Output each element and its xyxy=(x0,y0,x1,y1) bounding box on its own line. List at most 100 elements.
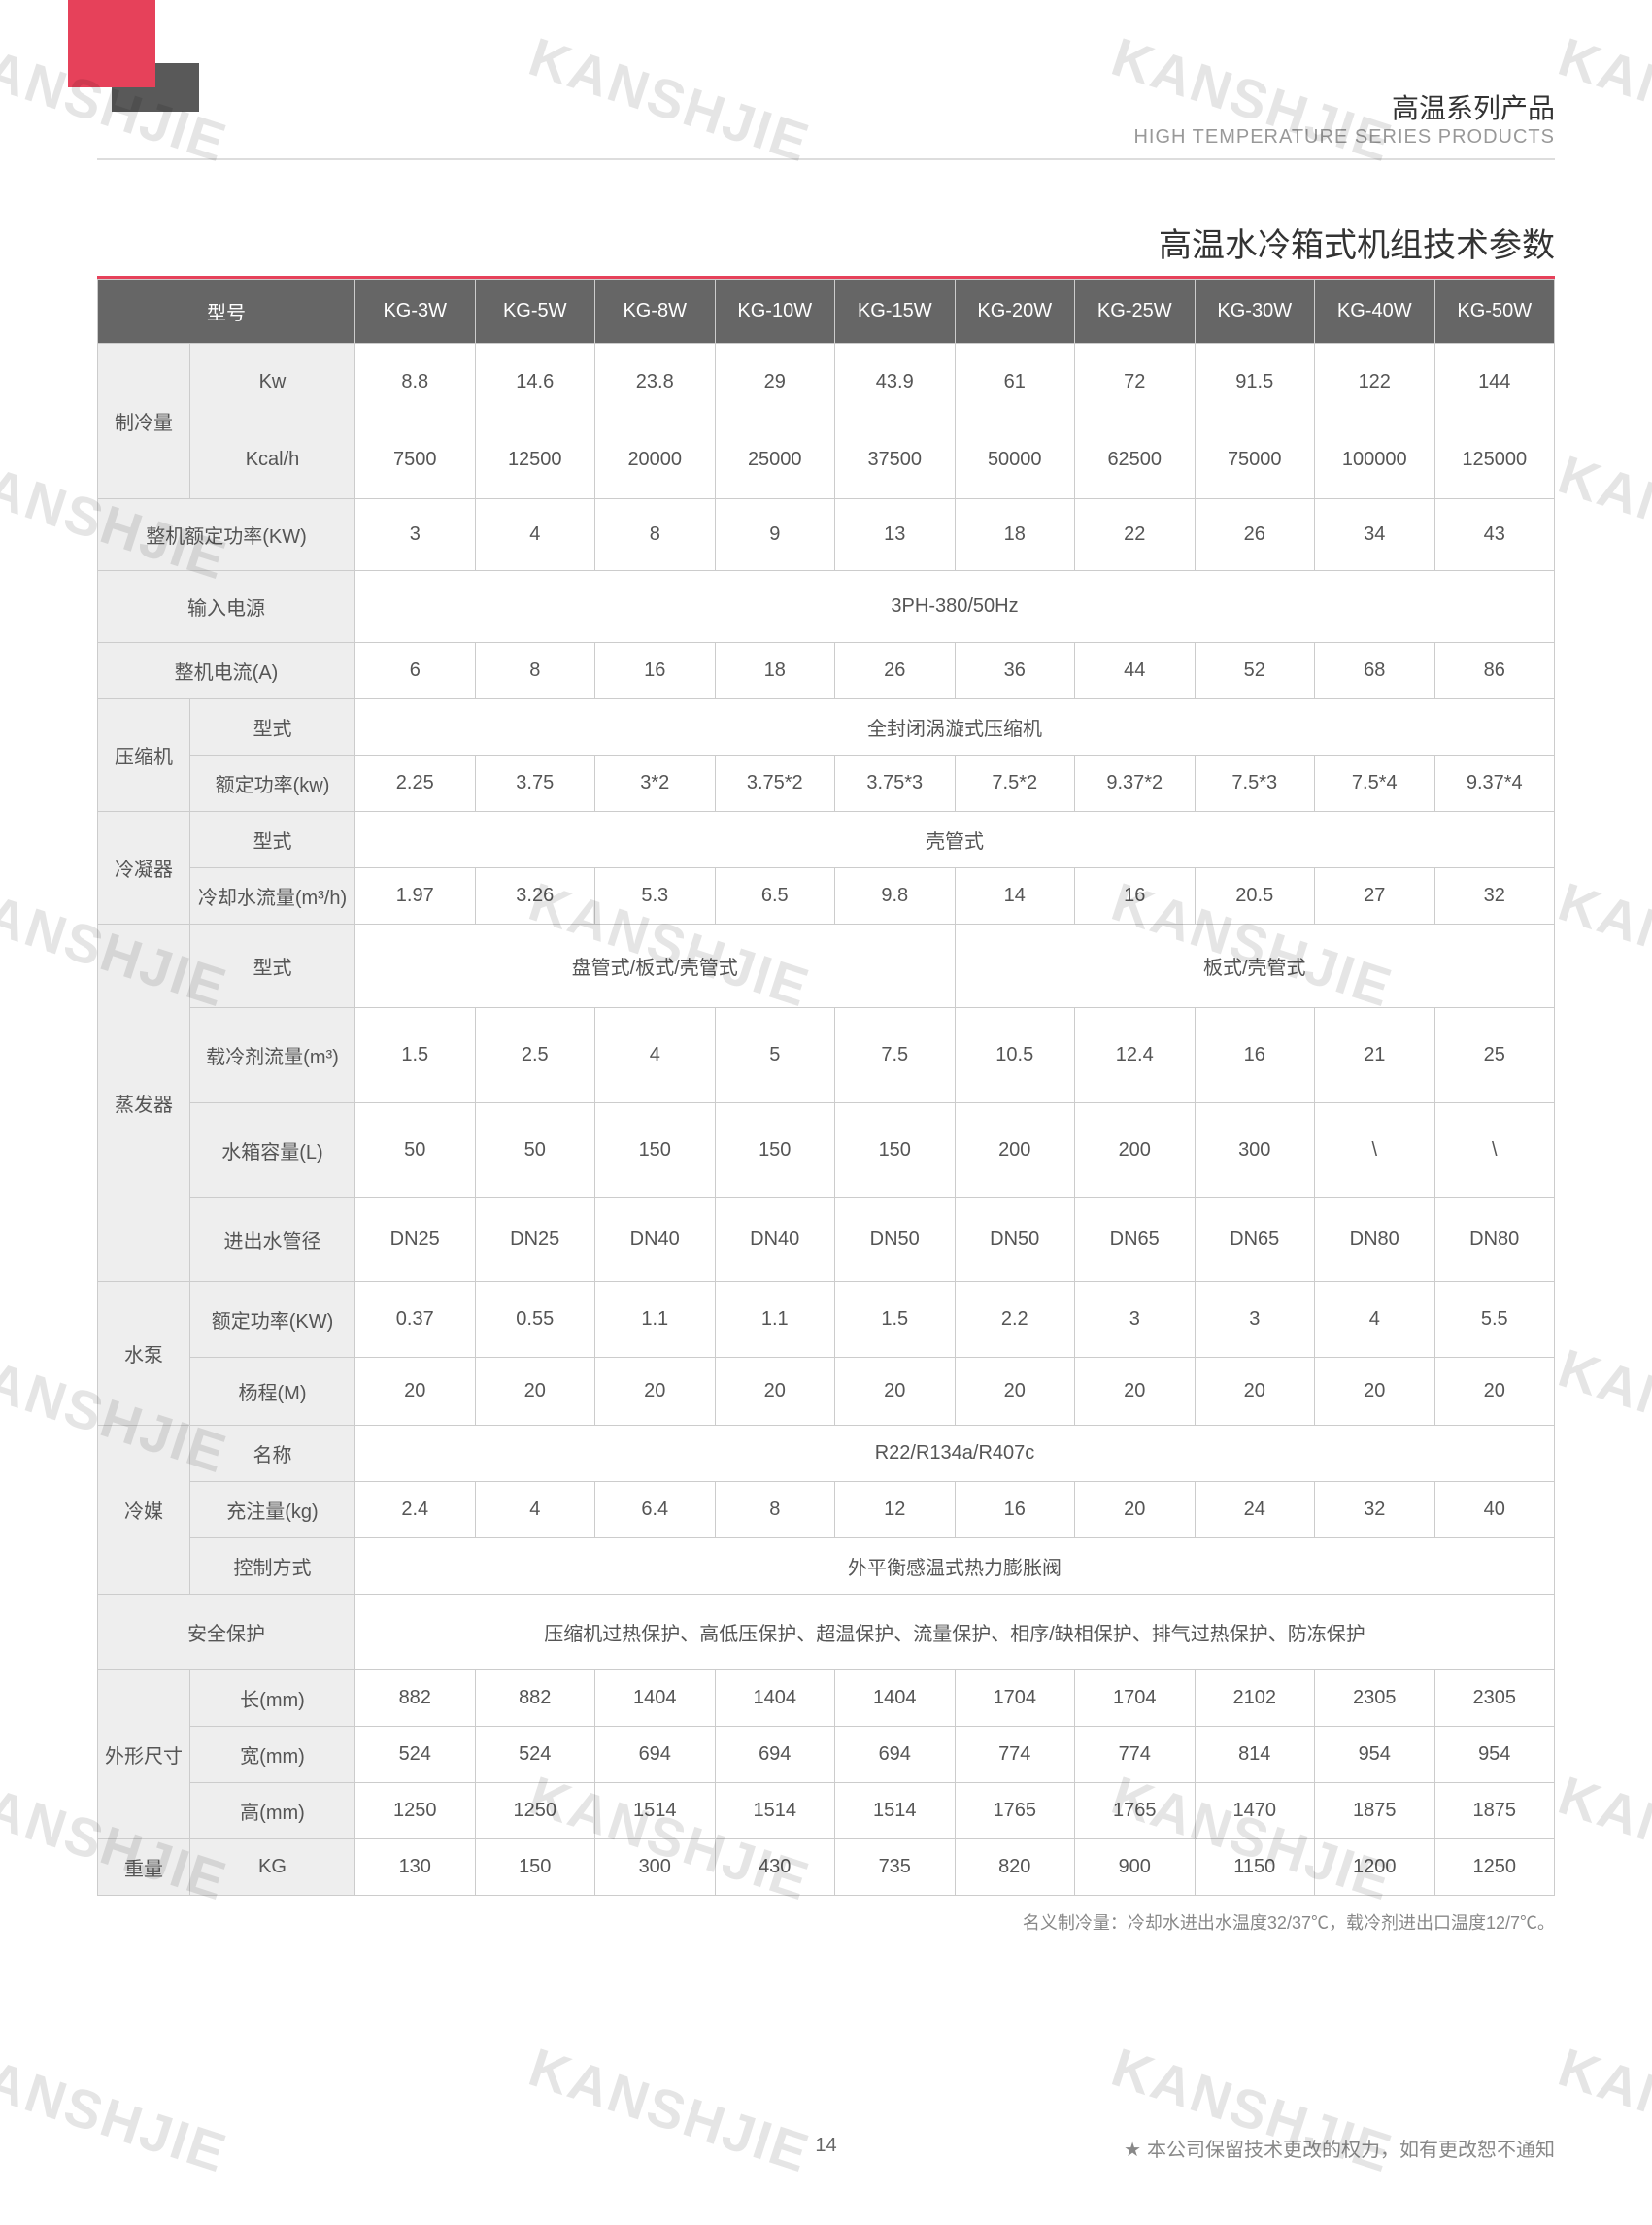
pump-p-label: 额定功率(KW) xyxy=(190,1282,355,1358)
cell: 10.5 xyxy=(955,1008,1075,1103)
watermark: KANSHJIE xyxy=(1551,442,1652,591)
cell: 62500 xyxy=(1075,421,1196,499)
ref-ctrl-val: 外平衡感温式热力膨胀阀 xyxy=(355,1538,1555,1595)
cell: 26 xyxy=(835,643,956,699)
cell: 7.5 xyxy=(835,1008,956,1103)
ref-name-val: R22/R134a/R407c xyxy=(355,1426,1555,1482)
cell: DN25 xyxy=(475,1198,595,1282)
cell: 694 xyxy=(595,1727,716,1783)
cell: 3.75 xyxy=(475,756,595,812)
cell: DN40 xyxy=(595,1198,716,1282)
cell: 3.26 xyxy=(475,868,595,925)
watermark: KANSHJIE xyxy=(0,2035,235,2184)
cell: 4 xyxy=(1315,1282,1435,1358)
cell: 6.5 xyxy=(715,868,835,925)
cell: 44 xyxy=(1075,643,1196,699)
cell: 21 xyxy=(1315,1008,1435,1103)
cell: 1404 xyxy=(595,1670,716,1727)
power-label: 输入电源 xyxy=(98,571,355,643)
cell: 3 xyxy=(1195,1282,1315,1358)
cell: 300 xyxy=(1195,1103,1315,1198)
col-model: 型号 xyxy=(98,280,355,344)
cell: 1704 xyxy=(1075,1670,1196,1727)
cell: 20 xyxy=(1075,1482,1196,1538)
evap-type-v2: 板式/壳管式 xyxy=(955,925,1555,1008)
cell: 20 xyxy=(715,1358,835,1426)
cell: 20 xyxy=(595,1358,716,1426)
cell: 32 xyxy=(1315,1482,1435,1538)
cell: 16 xyxy=(1195,1008,1315,1103)
cell: 27 xyxy=(1315,868,1435,925)
watermark: KANSHJIE xyxy=(1551,1763,1652,1912)
cell: 430 xyxy=(715,1839,835,1896)
cell: 16 xyxy=(1075,868,1196,925)
cell: \ xyxy=(1315,1103,1435,1198)
kcal-label: Kcal/h xyxy=(190,421,355,499)
cell: DN25 xyxy=(355,1198,476,1282)
power-val: 3PH-380/50Hz xyxy=(355,571,1555,643)
cell: 774 xyxy=(955,1727,1075,1783)
col-7: KG-30W xyxy=(1195,280,1315,344)
cell: DN40 xyxy=(715,1198,835,1282)
cell: 68 xyxy=(1315,643,1435,699)
cell: 1404 xyxy=(835,1670,956,1727)
page-header: 高温系列产品 HIGH TEMPERATURE SERIES PRODUCTS xyxy=(97,87,1555,149)
cell: 774 xyxy=(1075,1727,1196,1783)
cell: 7.5*3 xyxy=(1195,756,1315,812)
cell: 1404 xyxy=(715,1670,835,1727)
cell: 954 xyxy=(1434,1727,1555,1783)
cell: 22 xyxy=(1075,499,1196,571)
cell: 125000 xyxy=(1434,421,1555,499)
cell: 3 xyxy=(355,499,476,571)
cell: 9.37*4 xyxy=(1434,756,1555,812)
comp-type-val: 全封闭涡漩式压缩机 xyxy=(355,699,1555,756)
disclaimer-text: 本公司保留技术更改的权力，如有更改恕不通知 xyxy=(1147,2140,1555,2161)
ref-charge-label: 充注量(kg) xyxy=(190,1482,355,1538)
cell: 524 xyxy=(475,1727,595,1783)
current-label: 整机电流(A) xyxy=(98,643,355,699)
cell: 26 xyxy=(1195,499,1315,571)
cell: 882 xyxy=(475,1670,595,1727)
cell: 1514 xyxy=(715,1783,835,1839)
cell: 72 xyxy=(1075,344,1196,421)
cell: 20 xyxy=(355,1358,476,1426)
col-9: KG-50W xyxy=(1434,280,1555,344)
cell: 2102 xyxy=(1195,1670,1315,1727)
col-1: KG-5W xyxy=(475,280,595,344)
cell: 36 xyxy=(955,643,1075,699)
logo-mark xyxy=(68,0,199,112)
cell: DN65 xyxy=(1075,1198,1196,1282)
disclaimer: ★本公司保留技术更改的权力，如有更改恕不通知 xyxy=(1124,2134,1555,2162)
cell: 2305 xyxy=(1434,1670,1555,1727)
cell: 2.4 xyxy=(355,1482,476,1538)
cell: 7.5*4 xyxy=(1315,756,1435,812)
watermark: KANSHJIE xyxy=(1104,2035,1400,2184)
cell: 20 xyxy=(1434,1358,1555,1426)
kw-label: Kw xyxy=(190,344,355,421)
cell: 16 xyxy=(955,1482,1075,1538)
cell: 144 xyxy=(1434,344,1555,421)
cell: 20 xyxy=(1075,1358,1196,1426)
pump-label: 水泵 xyxy=(98,1282,190,1426)
cell: 20 xyxy=(1315,1358,1435,1426)
cell: 8.8 xyxy=(355,344,476,421)
cond-type-val: 壳管式 xyxy=(355,812,1555,868)
cell: 91.5 xyxy=(1195,344,1315,421)
cell: 34 xyxy=(1315,499,1435,571)
cell: 32 xyxy=(1434,868,1555,925)
header-en: HIGH TEMPERATURE SERIES PRODUCTS xyxy=(97,126,1555,149)
cell: 43 xyxy=(1434,499,1555,571)
cell: 1875 xyxy=(1434,1783,1555,1839)
weight-label: 重量 xyxy=(98,1839,190,1896)
watermark: KANSHJIE xyxy=(1551,24,1652,174)
cell: 5.5 xyxy=(1434,1282,1555,1358)
cell: 4 xyxy=(475,499,595,571)
cell: 694 xyxy=(715,1727,835,1783)
cell: 37500 xyxy=(835,421,956,499)
cell: 14 xyxy=(955,868,1075,925)
ref-name-label: 名称 xyxy=(190,1426,355,1482)
cell: 1.5 xyxy=(355,1008,476,1103)
cell: 900 xyxy=(1075,1839,1196,1896)
cell: 1150 xyxy=(1195,1839,1315,1896)
comp-label: 压缩机 xyxy=(98,699,190,812)
